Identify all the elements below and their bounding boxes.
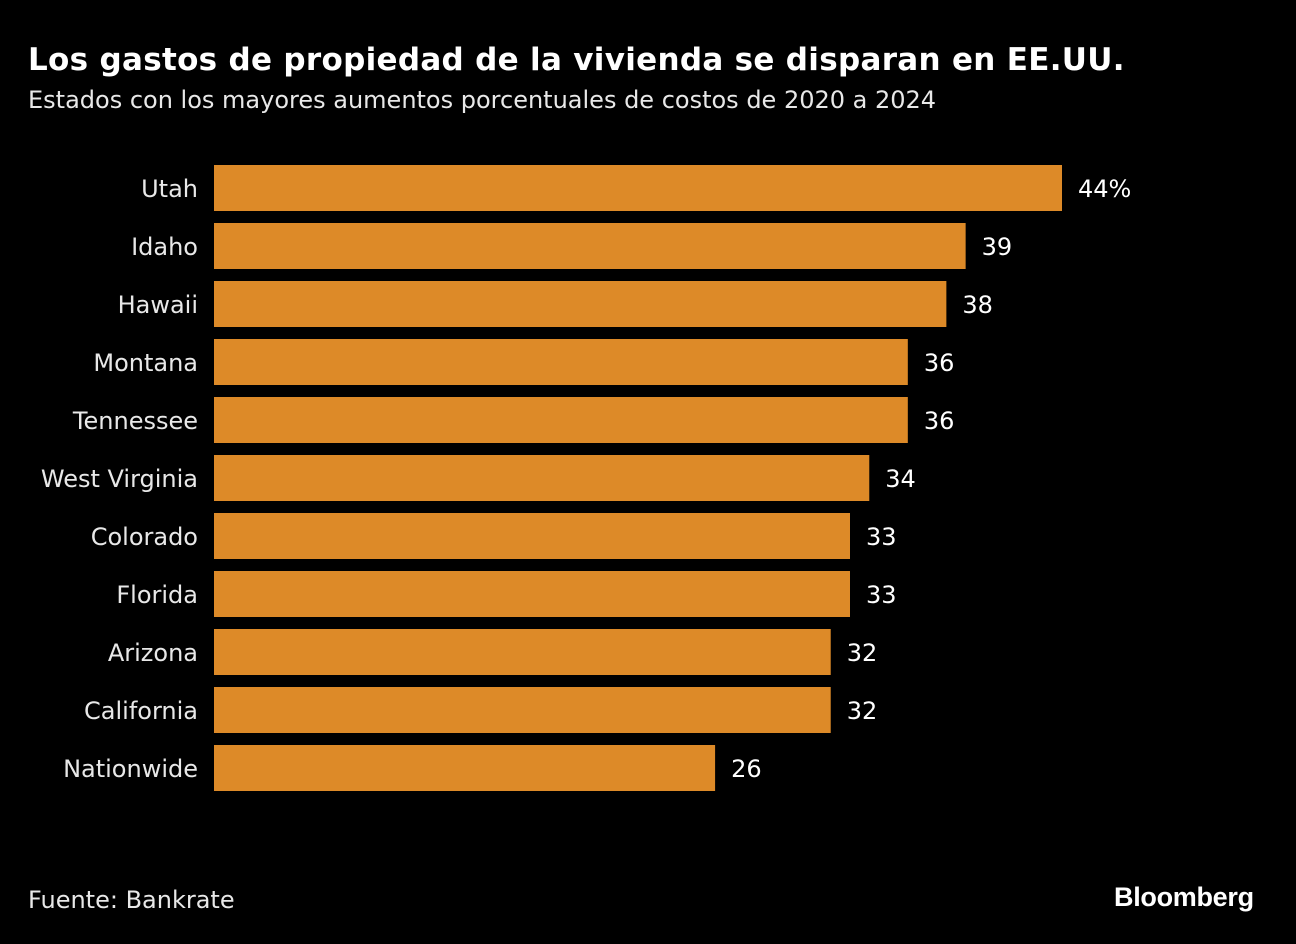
bloomberg-logo: Bloomberg	[1114, 882, 1254, 912]
bar-california	[214, 687, 831, 733]
bar-utah	[214, 165, 1062, 211]
category-label: Colorado	[91, 523, 198, 551]
category-label: Nationwide	[63, 755, 198, 783]
category-label: Montana	[93, 349, 198, 377]
data-label: 26	[731, 755, 762, 783]
data-label: 36	[924, 407, 955, 435]
bar-idaho	[214, 223, 966, 269]
data-label: 32	[847, 697, 878, 725]
data-label: 39	[982, 233, 1013, 261]
source-note: Fuente: Bankrate	[28, 886, 235, 914]
chart-subtitle: Estados con los mayores aumentos porcent…	[28, 86, 937, 114]
data-label: 36	[924, 349, 955, 377]
category-label: Idaho	[131, 233, 198, 261]
bar-nationwide	[214, 745, 716, 791]
data-label: 44%	[1078, 175, 1131, 203]
bar-colorado	[214, 513, 850, 559]
category-label: Utah	[141, 175, 198, 203]
category-label: Tennessee	[72, 407, 198, 435]
data-label: 33	[866, 581, 897, 609]
data-label: 38	[962, 291, 993, 319]
data-label: 34	[885, 465, 916, 493]
category-label: West Virginia	[41, 465, 198, 493]
category-label: California	[84, 697, 198, 725]
data-label: 33	[866, 523, 897, 551]
category-label: Arizona	[108, 639, 198, 667]
category-label: Hawaii	[118, 291, 198, 319]
bar-hawaii	[214, 281, 947, 327]
bar-montana	[214, 339, 908, 385]
bar-tennessee	[214, 397, 908, 443]
data-label: 32	[847, 639, 878, 667]
category-label: Florida	[116, 581, 198, 609]
bar-arizona	[214, 629, 831, 675]
bar-florida	[214, 571, 850, 617]
bar-west-virginia	[214, 455, 870, 501]
chart-title: Los gastos de propiedad de la vivienda s…	[28, 42, 1125, 78]
